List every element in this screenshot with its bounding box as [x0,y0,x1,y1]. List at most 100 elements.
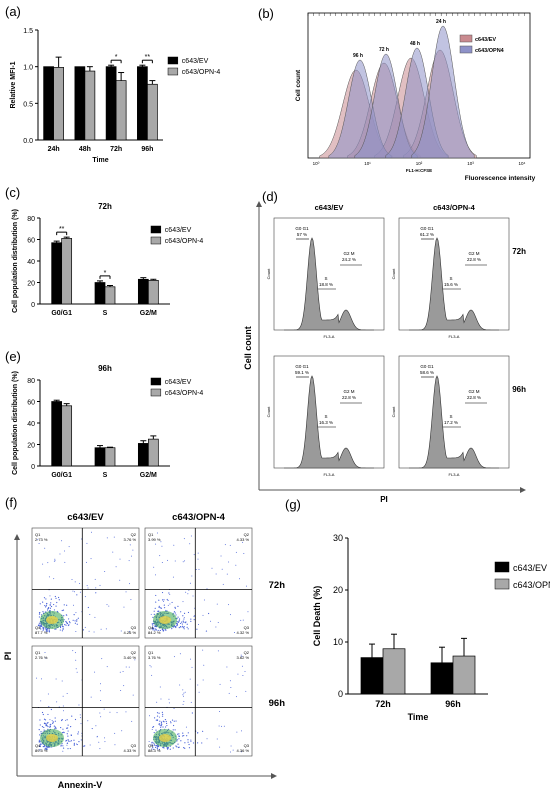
dot [240,654,242,656]
dot [79,714,81,716]
bar [147,438,159,467]
histogram-xlabel: FL3-A [449,334,460,339]
legend-swatch [150,377,162,386]
dot [183,734,185,737]
dot [67,735,69,737]
dot [160,607,163,609]
dot [155,629,158,631]
dot [44,604,46,607]
dot [44,547,46,549]
dot [230,687,232,689]
dot [43,726,45,729]
dot [183,628,185,630]
sig-mark: ** [59,226,65,233]
dot [221,725,223,727]
dot [39,625,41,628]
dot [153,731,155,734]
dot [241,665,243,667]
dot [49,605,51,607]
dot [152,616,154,618]
dot [76,594,78,596]
dot [152,746,154,749]
column-title: c643/OPN-4 [433,203,476,212]
dot [43,729,45,731]
dot [155,628,157,630]
dot [155,719,157,721]
quadrant-value: 4.33 % [237,537,250,542]
dot [181,625,184,627]
dot [211,567,213,569]
dot [193,619,195,621]
dot [66,604,68,606]
dot [160,722,163,724]
quadrant-value: 2.76 % [35,655,48,660]
dot [45,657,47,659]
bar [137,278,149,305]
dot [182,627,184,629]
dot [42,629,44,631]
dot [173,656,175,658]
dot [77,617,79,619]
dot [74,620,76,622]
dot [72,650,74,652]
dot [132,549,134,551]
dot [193,554,195,556]
dot [122,671,124,673]
dot [49,607,51,609]
chart-d: Cell count PI c643/EV c643/OPN-4 72h 96h G0 G1… [243,201,526,504]
legend-swatch [167,67,179,76]
dot [46,746,48,748]
dot [120,690,122,692]
dot [171,628,173,630]
dot [207,612,210,615]
dot [226,573,228,575]
dot [39,749,41,751]
dot [46,630,49,632]
bar [430,662,454,695]
x-tick-label: G0/G1 [51,310,72,317]
dot [54,595,56,598]
chart-a: 0.0 0.5 1.0 1.5 24h 48h 72h * 96h ** Relative MFI-… [10,28,220,164]
quadrant-name: Q4 [148,743,154,748]
row-label: 72h [269,580,286,591]
dot [89,614,91,616]
dot [66,733,68,735]
legend-label: c643/EV [182,58,209,65]
dot [228,604,230,606]
x-axis-label: Time [408,712,429,722]
y-tick-label: 0 [31,302,35,309]
dot [38,543,40,545]
dot [178,738,180,740]
dot [235,696,237,698]
dot [217,650,219,652]
dot [68,621,71,623]
dot [38,616,41,618]
dot [228,561,230,563]
legend-label: c643/OPN-4 [513,580,550,590]
dot [54,717,56,719]
dot [229,680,231,682]
bar [104,286,116,305]
dot [228,692,230,694]
dot [167,746,169,749]
dot [186,626,188,628]
dot [163,604,165,606]
dot [129,544,131,546]
dot [160,721,163,723]
dot [61,732,64,734]
dot [237,673,239,675]
quadrant-name: Q1 [35,532,41,537]
dot [157,629,159,632]
dot [153,627,155,629]
dot [66,693,68,695]
quadrant-name: Q3 [131,625,137,630]
dot [171,601,173,604]
y-tick-label: 40 [27,259,35,266]
dna-histogram [409,237,499,331]
dot [60,744,62,746]
dot [179,625,182,628]
dot [154,607,156,609]
dot [125,711,127,713]
dot [152,629,154,631]
y-tick-label: 80 [27,378,35,385]
